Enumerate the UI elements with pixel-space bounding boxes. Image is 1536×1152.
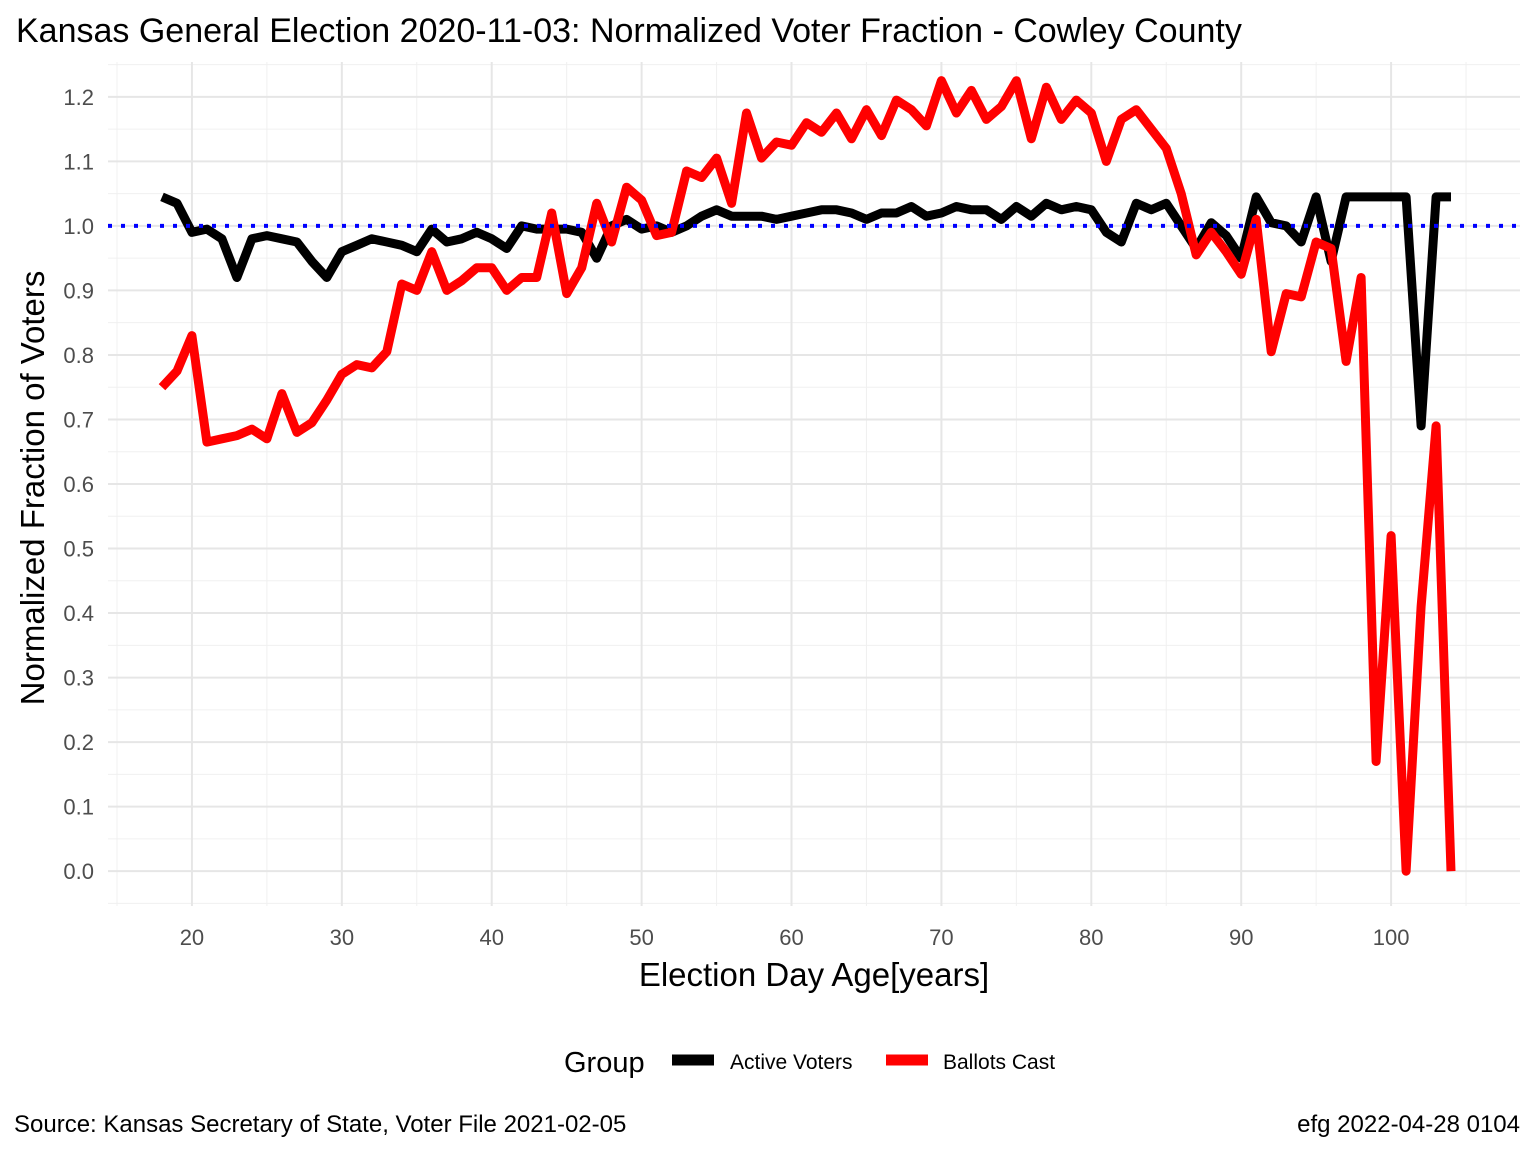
- series-lines: [158, 76, 1456, 876]
- x-tick-label: 90: [1229, 925, 1253, 950]
- x-tick-label: 60: [779, 925, 803, 950]
- x-tick-label: 30: [330, 925, 354, 950]
- legend-label-ballots-cast: Ballots Cast: [943, 1051, 1055, 1074]
- series-line-active-voters: [160, 192, 1451, 431]
- source-caption: Source: Kansas Secretary of State, Voter…: [14, 1111, 626, 1138]
- credit-caption: efg 2022-04-28 0104: [1297, 1111, 1520, 1138]
- series-line-ballots-cast: [158, 76, 1456, 876]
- x-axis-title: Election Day Age[years]: [639, 956, 989, 993]
- y-axis-title: Normalized Fraction of Voters: [14, 271, 51, 706]
- legend: Group Active Voters Ballots Cast: [564, 1047, 1055, 1079]
- grid-major: [108, 62, 1520, 906]
- y-tick-label: 0.7: [63, 407, 94, 432]
- y-tick-label: 0.4: [63, 601, 94, 626]
- x-tick-label: 40: [479, 925, 503, 950]
- y-tick-label: 0.0: [63, 859, 94, 884]
- y-tick-label: 0.6: [63, 472, 94, 497]
- y-tick-label: 1.1: [63, 149, 94, 174]
- x-tick-label: 80: [1079, 925, 1103, 950]
- y-tick-label: 0.1: [63, 795, 94, 820]
- legend-title: Group: [564, 1047, 645, 1079]
- y-tick-label: 1.2: [63, 85, 94, 110]
- y-tick-label: 0.3: [63, 666, 94, 691]
- x-tick-label: 20: [180, 925, 204, 950]
- chart-title: Kansas General Election 2020-11-03: Norm…: [16, 12, 1242, 50]
- y-tick-label: 0.9: [63, 278, 94, 303]
- x-tick-labels: 20 30 40 50 60 70 80 90 100: [180, 925, 1410, 950]
- legend-label-active-voters: Active Voters: [730, 1051, 853, 1074]
- y-tick-label: 0.8: [63, 343, 94, 368]
- x-tick-label: 100: [1373, 925, 1410, 950]
- y-tick-label: 1.0: [63, 214, 94, 239]
- y-tick-label: 0.2: [63, 730, 94, 755]
- x-tick-label: 70: [929, 925, 953, 950]
- x-tick-label: 50: [629, 925, 653, 950]
- y-tick-labels: 0.0 0.1 0.2 0.3 0.4 0.5 0.6 0.7 0.8 0.9 1.0 1.1 1.2: [63, 85, 94, 884]
- grid-minor: [108, 62, 1520, 906]
- y-tick-label: 0.5: [63, 537, 94, 562]
